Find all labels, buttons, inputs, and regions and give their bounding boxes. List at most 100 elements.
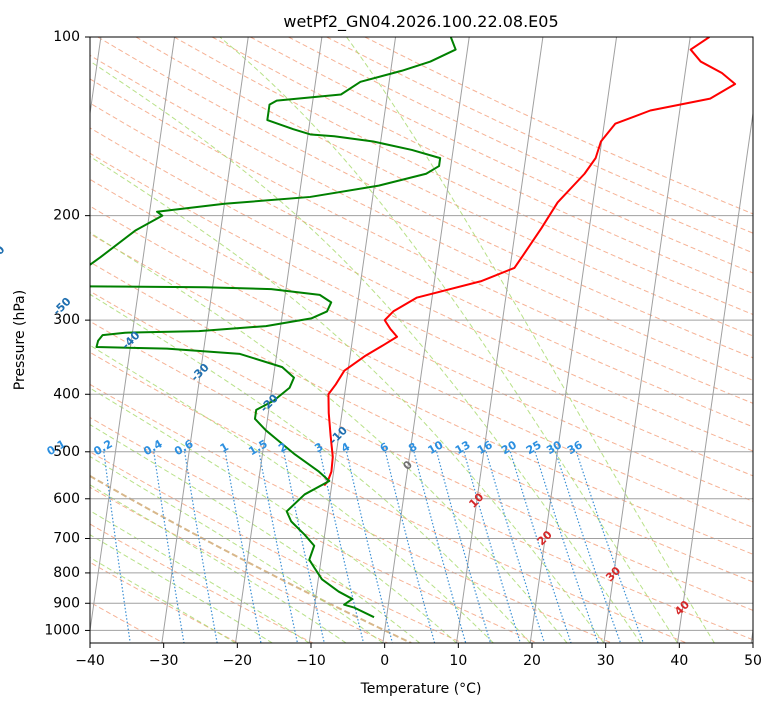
isotherm-line [677,109,753,643]
moist-adiabat [90,60,642,643]
isotherm-line [529,37,618,643]
moist-adiabat [90,387,457,643]
x-tick-label: 30 [597,653,615,669]
isotherm-line [90,37,176,634]
mixing-ratio-label: 1 [218,440,231,455]
y-axis-label: Pressure (hPa) [12,290,28,390]
x-tick-label: 0 [380,653,389,669]
dewpoint-profile-line [90,37,457,619]
isotherm-label: -30 [188,361,211,384]
y-tick-label: 1000 [44,622,80,638]
isotherm-line [603,37,691,643]
dry-adiabat [90,233,753,555]
isotherm-line [161,37,249,643]
highlight-adiabat [90,474,412,643]
y-tick-label: 700 [53,531,80,547]
x-tick-label: −30 [149,653,179,669]
y-tick-label: 200 [53,208,80,224]
moist-adiabat [90,534,273,643]
chart-title: wetPf2_GN04.2026.100.22.08.E05 [283,12,558,32]
dry-adiabat [135,37,753,337]
dry-adiabat [97,37,753,359]
dry-adiabat [90,383,612,643]
y-tick-label: 400 [53,386,80,402]
plot-frame [89,36,754,644]
mixing-ratio-line [555,451,622,643]
isotherm-line [235,37,323,643]
y-tick-label: 600 [53,491,80,507]
moist-adiabat [90,484,347,643]
mixing-ratio-line [413,451,467,643]
x-axis-label: Temperature (°C) [360,681,482,697]
mixing-ratio-line [283,451,325,643]
plot-area [57,37,753,643]
isotherm-label: 20 [535,528,555,548]
mixing-ratio-line [319,451,365,643]
moist-adiabat [90,293,531,643]
dry-adiabat [90,351,687,643]
mixing-ratio-label: 4 [339,440,352,455]
x-tick-label: 50 [744,653,762,669]
dry-adiabat [90,416,538,643]
mixing-ratio-label: 6 [378,440,391,455]
dry-adiabat [288,37,753,254]
moist-adiabat [90,556,236,643]
mixing-ratio-label: 8 [406,440,419,455]
mixing-ratio-label: 25 [524,438,544,457]
dry-adiabat [90,205,753,528]
mixing-ratio-line [184,451,218,643]
dry-adiabat [90,178,753,502]
dry-adiabat [90,127,753,452]
temperature-profile-line [323,37,737,487]
mixing-ratio-label: 20 [499,438,519,457]
dry-adiabat [90,486,388,643]
isotherm-line [456,37,544,643]
isotherm-label: 0 [400,458,415,473]
mixing-ratio-label: 13 [453,438,473,457]
isotherm-label: -20 [258,392,281,415]
dry-adiabat [90,523,314,643]
dry-adiabat [173,37,753,316]
moist-adiabat [219,37,678,643]
y-tick-label: 500 [53,444,80,460]
isotherm-line [750,626,753,643]
moist-adiabat [90,455,384,643]
isotherm-line [382,37,470,643]
mixing-ratio-label: 36 [565,438,585,457]
moist-adiabat [90,344,494,643]
x-tick-label: 20 [523,653,541,669]
moist-adiabat [90,231,568,643]
dry-adiabat [90,152,753,477]
mixing-ratio-line [384,451,436,643]
y-tick-label: 800 [53,565,80,581]
y-tick-label: 900 [53,595,80,611]
x-tick-label: −10 [296,653,326,669]
mixing-ratio-line [485,451,546,643]
mixing-ratio-line [258,451,299,643]
mixing-ratio-label: 16 [475,438,495,457]
dry-adiabat [90,290,753,611]
isotherm-label: -60 [0,243,8,266]
mixing-ratio-line [153,451,185,643]
y-axis: 100 200 300 400 500 600 700 800 900 1000 [44,29,90,638]
dry-adiabat [326,37,753,234]
y-tick-label: 100 [53,29,80,45]
y-tick-label: 300 [53,312,80,328]
x-tick-label: 10 [449,653,467,669]
moist-adiabat [90,510,310,643]
mixing-ratio-line [57,452,80,643]
dry-adiabat [90,261,753,583]
mixing-ratio-line [575,451,644,643]
x-tick-label: 40 [670,653,688,669]
mixing-ratio-line [103,451,131,643]
mixing-ratio-line [224,451,262,643]
moist-adiabat [90,155,605,643]
mixing-ratio-label: 0.4 [141,437,165,458]
x-tick-label: −20 [223,653,253,669]
dry-adiabat [90,102,753,428]
x-axis: −40 −30 −20 −10 0 10 20 30 40 50 [75,643,762,669]
mixing-ratio-label: 3 [312,440,325,455]
dry-adiabat [250,37,753,274]
dry-adiabat [90,78,753,404]
